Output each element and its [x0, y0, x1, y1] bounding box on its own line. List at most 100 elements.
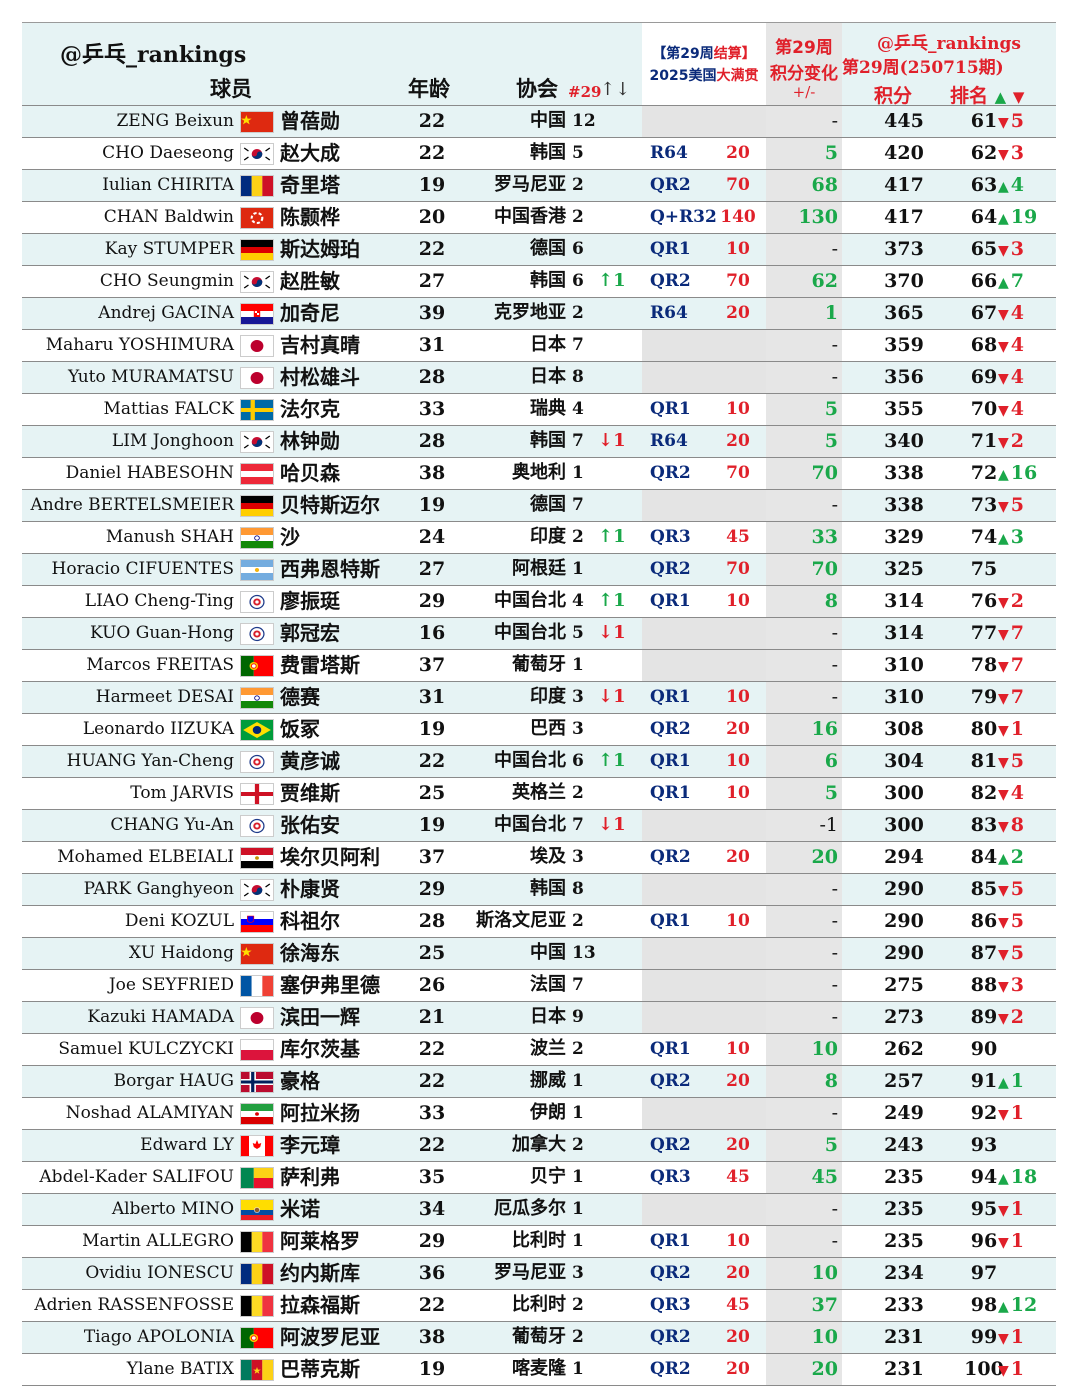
association-rank: 13	[572, 943, 596, 963]
col-header-event-line1: 【第29周结算】	[652, 46, 756, 62]
brand-handle: @乒乓_rankings	[60, 42, 247, 68]
association-rank: 1	[572, 559, 584, 579]
player-name-en: Mohamed ELBEIALI	[57, 847, 234, 867]
rankings-table: @乒乓_rankings 球员 年龄 协会 #29 ↑↓ 【第29周结算】 20…	[22, 22, 1056, 1386]
table-row: Noshad ALAMIYAN 阿拉米扬 33 伊朗 1 - 249 92 ▼ 1	[22, 1097, 1056, 1129]
table-row: Yuto MURAMATSU 村松雄斗 28 日本 8 - 356 69 ▼ 4	[22, 361, 1056, 393]
ranking-points: 231	[884, 1326, 924, 1348]
table-row: Ylane BATIX 巴蒂克斯 19 喀麦隆 1 QR2 20 20 231 …	[22, 1353, 1056, 1385]
col-header-points: 积分	[874, 85, 913, 107]
points-change: 5	[824, 430, 838, 452]
triangle-down-icon: ▼	[998, 147, 1009, 163]
ranking-position: 80	[970, 718, 998, 740]
event-points: 45	[726, 1167, 750, 1187]
triangle-down-icon: ▼	[998, 115, 1009, 131]
triangle-down-icon: ▼	[998, 787, 1009, 803]
table-row: CHO Seungmin 赵胜敏 27 韩国 6 ↑1 QR2 70 62 37…	[22, 265, 1056, 297]
triangle-up-icon: ▲	[998, 851, 1009, 867]
triangle-down-icon: ▼	[998, 883, 1009, 899]
event-round: QR2	[650, 175, 691, 195]
association-name: 中国台北	[494, 750, 566, 771]
event-round: QR1	[650, 1231, 691, 1251]
player-name-cn: 奇里塔	[280, 173, 340, 197]
korea-flag-icon	[240, 431, 274, 453]
table-row: Deni KOZUL 科祖尔 28 斯洛文尼亚 2 QR1 10 - 290 8…	[22, 905, 1056, 937]
player-age: 22	[418, 142, 446, 164]
player-name-cn: 科祖尔	[280, 909, 340, 933]
cameroon-flag-icon	[240, 1359, 274, 1381]
points-change: -	[831, 366, 838, 388]
germany-flag-icon	[240, 239, 274, 261]
ranking-position: 64	[970, 206, 998, 228]
china-flag-icon	[240, 111, 274, 133]
association-name: 罗马尼亚	[494, 1262, 566, 1283]
player-name-cn: 陈颢桦	[280, 205, 340, 229]
player-name-cn: 法尔克	[280, 397, 340, 421]
association-name: 挪威	[530, 1070, 566, 1091]
player-name-en: Deni KOZUL	[124, 911, 234, 931]
player-name-en: LIAO Cheng-Ting	[84, 591, 234, 611]
player-name-cn: 吉村真晴	[280, 333, 360, 357]
player-name-cn: 徐海东	[280, 941, 340, 965]
player-age: 19	[418, 718, 446, 740]
player-age: 22	[418, 110, 446, 132]
korea-flag-icon	[240, 143, 274, 165]
player-name-en: Harmeet DESAI	[95, 687, 234, 707]
ranking-position: 78	[970, 654, 998, 676]
triangle-up-icon: ▲	[998, 467, 1009, 483]
event-points: 20	[726, 303, 750, 323]
table-row: PARK Ganghyeon 朴康贤 29 韩国 8 - 290 85 ▼ 5	[22, 873, 1056, 905]
triangle-up-icon: ▲	[998, 1171, 1009, 1187]
event-points: 10	[726, 239, 750, 259]
event-round: QR2	[650, 847, 691, 867]
event-round: QR2	[650, 1135, 691, 1155]
ranking-position: 91	[970, 1070, 998, 1092]
player-age: 28	[418, 366, 446, 388]
triangle-up-icon: ▲	[998, 179, 1009, 195]
ecuador-flag-icon	[240, 1199, 274, 1221]
triangle-down-icon: ▼	[998, 627, 1009, 643]
table-row: Harmeet DESAI 德赛 31 印度 3 ↓1 QR1 10 - 310…	[22, 681, 1056, 713]
player-name-en: CHO Daeseong	[102, 143, 234, 163]
event-points: 20	[726, 1263, 750, 1283]
ranking-position: 69	[970, 366, 998, 388]
association-name: 阿根廷	[512, 558, 566, 579]
player-name-cn: 费雷塔斯	[280, 653, 360, 677]
points-change: -	[831, 974, 838, 996]
event-points: 10	[726, 591, 750, 611]
rank-movement: ▼ 5	[998, 942, 1025, 964]
col-header-issue: 第29周(250715期)	[842, 58, 1004, 78]
player-age: 21	[418, 1006, 446, 1028]
rank-movement: ▲ 3	[998, 526, 1025, 548]
rank-movement: ▲ 1	[998, 1070, 1025, 1092]
brazil-flag-icon	[240, 719, 274, 741]
association-name: 中国台北	[494, 622, 566, 643]
points-change: -1	[819, 814, 838, 836]
player-name-en: Samuel KULCZYCKI	[58, 1039, 234, 1059]
triangle-down-icon: ▼	[998, 1107, 1009, 1123]
player-name-cn: 哈贝森	[280, 461, 340, 485]
association-name: 韩国	[530, 430, 566, 451]
event-round: QR2	[650, 719, 691, 739]
ranking-points: 275	[884, 974, 924, 996]
association-rank: 12	[572, 111, 596, 131]
rank-movement: ▲ 12	[998, 1294, 1038, 1316]
ranking-points: 273	[884, 1006, 924, 1028]
player-age: 33	[418, 398, 446, 420]
assoc-rank-change: ↑1	[598, 750, 626, 771]
player-name-en: LIM Jonghoon	[111, 431, 234, 451]
ranking-position: 87	[970, 942, 998, 964]
association-name: 贝宁	[530, 1166, 566, 1187]
player-name-cn: 德赛	[280, 685, 320, 709]
association-rank: 1	[572, 1071, 584, 1091]
association-name: 奥地利	[512, 462, 566, 483]
player-age: 20	[418, 206, 446, 228]
association-rank: 7	[572, 975, 584, 995]
assoc-rank-change: ↓1	[598, 686, 626, 707]
ranking-position: 73	[970, 494, 998, 516]
event-points: 20	[726, 719, 750, 739]
player-age: 37	[418, 846, 446, 868]
event-round: QR1	[650, 591, 691, 611]
rank-movement: ▼ 1	[998, 1230, 1025, 1252]
association-rank: 9	[572, 1007, 584, 1027]
